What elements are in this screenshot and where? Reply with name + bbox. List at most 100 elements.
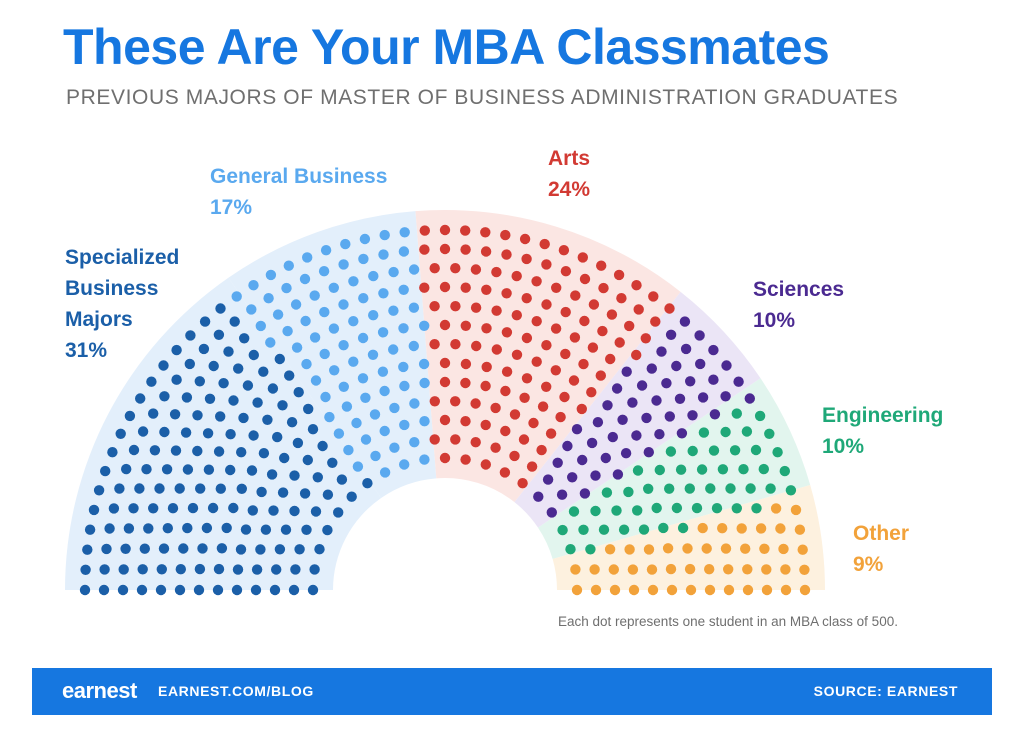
dot-footnote: Each dot represents one student in an MB… xyxy=(558,614,898,629)
student-dot xyxy=(729,445,741,456)
student-dot xyxy=(731,408,742,419)
student-dot xyxy=(121,463,132,475)
student-dot xyxy=(272,431,283,443)
student-dot xyxy=(539,238,550,250)
student-dot xyxy=(180,427,192,438)
student-dot xyxy=(567,472,578,483)
student-dot xyxy=(687,445,698,457)
student-dot xyxy=(388,266,399,278)
student-dot xyxy=(605,353,616,365)
student-dot xyxy=(171,344,182,356)
student-dot xyxy=(288,584,300,596)
student-dot xyxy=(379,425,390,437)
student-dot xyxy=(481,323,492,334)
student-dot xyxy=(409,398,420,409)
student-dot xyxy=(570,290,581,301)
student-dot xyxy=(579,273,591,285)
student-dot xyxy=(328,282,339,293)
student-dot xyxy=(780,564,791,575)
student-dot xyxy=(612,469,624,480)
student-dot xyxy=(606,309,618,320)
student-dot xyxy=(600,452,611,464)
student-dot xyxy=(711,503,723,514)
student-dot xyxy=(265,269,277,281)
student-dot xyxy=(201,522,213,534)
student-dot xyxy=(327,457,338,468)
student-dot xyxy=(358,293,369,304)
earnest-logo[interactable]: earnest xyxy=(62,678,137,703)
student-dot xyxy=(684,563,696,575)
student-dot xyxy=(501,366,513,377)
source-label: SOURCE: EARNEST xyxy=(813,683,958,699)
student-dot xyxy=(290,564,301,575)
student-dot xyxy=(322,489,334,500)
student-dot xyxy=(723,584,735,596)
student-dot xyxy=(698,427,710,438)
student-dot xyxy=(632,465,644,476)
student-dot xyxy=(704,584,716,596)
student-dot xyxy=(550,323,562,334)
student-dot xyxy=(398,284,409,295)
student-dot xyxy=(491,344,502,355)
student-dot xyxy=(775,523,786,534)
student-dot xyxy=(558,245,570,256)
student-dot xyxy=(419,282,430,293)
student-dot xyxy=(616,293,627,304)
student-dot xyxy=(609,584,621,596)
student-dot xyxy=(368,310,379,321)
slice-band xyxy=(415,210,681,503)
student-dot xyxy=(399,419,410,431)
student-dot xyxy=(586,437,598,449)
student-dot xyxy=(736,523,747,534)
student-dot xyxy=(281,282,292,294)
student-dot xyxy=(284,370,295,381)
student-dot xyxy=(501,327,513,338)
student-dot xyxy=(662,543,674,554)
student-dot xyxy=(192,410,203,421)
student-dot xyxy=(509,409,521,420)
student-dot xyxy=(758,463,769,475)
student-dot xyxy=(590,505,601,517)
student-dot xyxy=(697,392,709,403)
student-dot xyxy=(602,400,613,411)
student-dot xyxy=(665,446,677,457)
student-dot xyxy=(195,483,206,494)
student-dot xyxy=(228,395,239,406)
student-dot xyxy=(293,387,304,398)
student-dot xyxy=(159,426,170,438)
student-dot xyxy=(357,373,369,384)
parliament-chart: Specialized Business Majors 31% General Busi… xyxy=(65,147,943,629)
student-dot xyxy=(203,464,215,475)
student-dot xyxy=(246,304,257,315)
student-dot xyxy=(120,543,131,554)
student-dot xyxy=(115,428,126,439)
student-dot xyxy=(307,424,319,435)
student-dot xyxy=(299,273,311,285)
student-dot xyxy=(370,450,381,462)
student-dot xyxy=(362,478,373,489)
student-dot xyxy=(169,409,181,420)
student-dot xyxy=(570,564,581,575)
student-dot xyxy=(696,464,708,475)
student-dot xyxy=(408,302,420,313)
student-dot xyxy=(705,483,716,494)
student-dot xyxy=(279,452,290,464)
student-dot xyxy=(640,333,651,344)
student-dot xyxy=(620,448,632,459)
student-dot xyxy=(490,402,501,414)
student-dot xyxy=(460,320,471,331)
student-dot xyxy=(761,584,773,596)
student-dot xyxy=(500,229,511,241)
student-dot xyxy=(161,464,173,475)
student-dot xyxy=(590,584,602,596)
student-dot xyxy=(141,464,152,475)
student-dot xyxy=(158,543,170,554)
student-dot xyxy=(134,483,145,494)
student-dot xyxy=(232,564,244,575)
student-dot xyxy=(631,349,642,361)
student-dot xyxy=(174,584,186,596)
student-dot xyxy=(213,329,225,340)
blog-link[interactable]: EARNEST.COM/BLOG xyxy=(158,683,314,699)
student-dot xyxy=(521,253,532,265)
student-dot xyxy=(194,563,206,575)
